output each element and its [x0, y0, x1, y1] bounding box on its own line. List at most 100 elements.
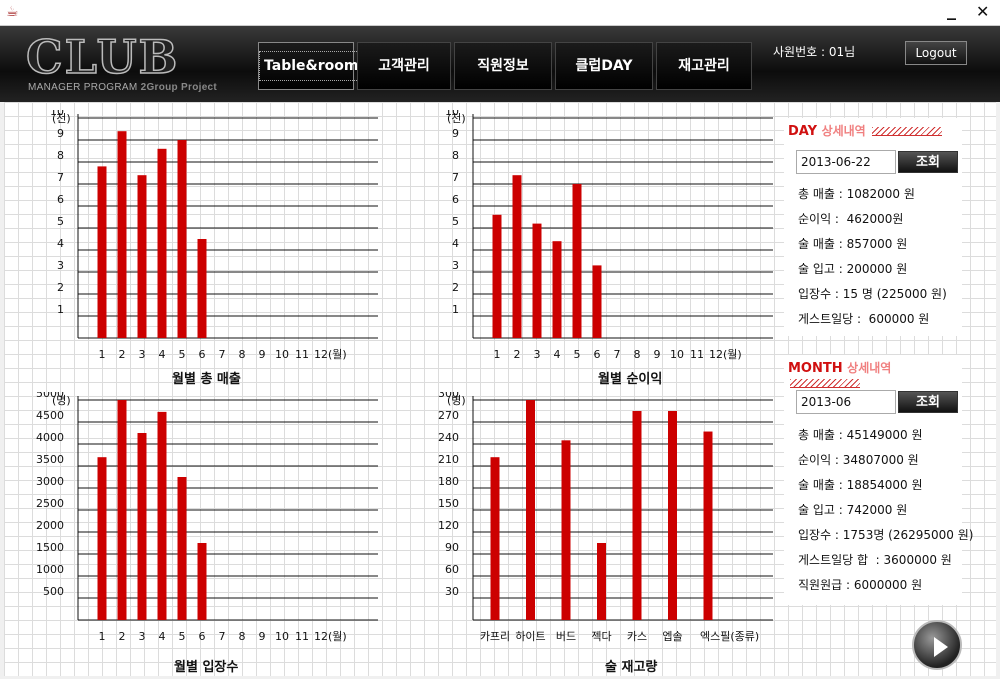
y-tick-label: 2500 — [36, 497, 64, 510]
tab-inventory[interactable]: 재고관리 — [656, 42, 752, 90]
y-tick-label: 3 — [57, 259, 64, 272]
y-tick-label: 180 — [438, 475, 459, 488]
y-tick-label: 10 — [50, 110, 64, 118]
month-date-input[interactable]: 2013-06 — [796, 390, 896, 414]
y-tick-label: 1500 — [36, 541, 64, 554]
bar — [597, 543, 606, 620]
bar — [197, 239, 207, 338]
bar — [492, 214, 502, 338]
y-tick-label: 4500 — [36, 409, 64, 422]
day-heading-sub: 상세내역 — [821, 124, 866, 138]
y-tick-label: 8 — [452, 149, 459, 162]
y-tick-label: 10 — [445, 110, 459, 118]
heading-hatch-decoration — [790, 379, 860, 388]
title-bar: ☕ _ ✕ — [0, 0, 1000, 26]
liquor-stock-chart-svg: (병) 30 60 90 120 150 180 210 240 270 300 카프리 하이트 버드 젝다… — [438, 392, 773, 643]
x-tick-label: 6 — [199, 630, 206, 643]
y-unit-label: (병) — [447, 394, 466, 407]
monthly-profit-title: 월별 순이익 — [598, 372, 663, 387]
x-tick-label: 6 — [199, 348, 206, 361]
y-tick-label: 7 — [57, 171, 64, 184]
month-heading-label: MONTH — [788, 361, 843, 376]
day-detail-panel: DAY 상세내역 2013-06-22 조회 총 매출 : 1082000 원 … — [784, 118, 962, 336]
minimize-button[interactable]: _ — [947, 0, 956, 21]
x-tick-label: 2 — [119, 630, 126, 643]
logout-button[interactable]: Logout — [905, 41, 967, 65]
x-tick-label: 카스 — [627, 630, 647, 643]
day-stat-liquor-sales: 술 매출 : 857000 원 — [798, 237, 908, 251]
monthly-visitors-chart-svg: (명) 500 1000 1500 2000 2500 3000 3500 4000 4500 50… — [36, 392, 378, 643]
bar — [117, 400, 127, 620]
x-tick-label: 1 — [99, 630, 106, 643]
x-tick-label: 8 — [239, 348, 246, 361]
bar — [552, 241, 562, 338]
y-tick-label: 2000 — [36, 519, 64, 532]
day-search-button[interactable]: 조회 — [898, 151, 958, 173]
club-logo: CLUB — [25, 30, 180, 84]
x-tick-label: 10 — [275, 630, 289, 643]
x-tick-label: 3 — [534, 348, 541, 361]
logo-sub-project: 2Group Project — [140, 82, 218, 93]
bar — [177, 477, 187, 620]
next-play-button[interactable] — [912, 620, 962, 670]
x-tick-label: 12(월) — [709, 348, 742, 361]
day-date-input[interactable]: 2013-06-22 — [796, 150, 896, 174]
month-search-button[interactable]: 조회 — [898, 391, 958, 413]
y-tick-label: 240 — [438, 431, 459, 444]
y-tick-label: 4 — [452, 237, 459, 250]
monthly-sales-title: 월별 총 매출 — [172, 372, 241, 387]
day-panel-heading: DAY 상세내역 — [788, 122, 943, 139]
day-stat-total-sales: 총 매출 : 1082000 원 — [798, 187, 915, 201]
x-tick-label: 9 — [654, 348, 661, 361]
app-header: CLUB MANAGER PROGRAM 2Group Project Tabl… — [0, 26, 1000, 102]
y-tick-label: 30 — [445, 585, 459, 598]
day-stat-guest-pay: 게스트일당 : 600000 원 — [798, 312, 930, 326]
x-tick-label: 9 — [259, 348, 266, 361]
tab-customer-management[interactable]: 고객관리 — [357, 42, 451, 90]
y-tick-label: 270 — [438, 409, 459, 422]
x-tick-label: 카프리 — [480, 630, 510, 643]
y-tick-label: 9 — [57, 127, 64, 140]
bar — [157, 148, 167, 338]
x-tick-label: 12(월) — [314, 348, 347, 361]
bar — [490, 457, 500, 620]
month-stat-admissions: 입장수 : 1753명 (26295000 원) — [798, 528, 974, 542]
month-stat-total-sales: 총 매출 : 45149000 원 — [798, 428, 923, 442]
y-unit-label: (천) — [52, 111, 71, 125]
x-tick-label: 하이트 — [515, 629, 545, 643]
monthly-visitors-title: 월별 입장수 — [174, 660, 239, 675]
tab-club-day[interactable]: 클럽DAY — [555, 42, 653, 90]
y-tick-label: 90 — [445, 541, 459, 554]
y-tick-label: 3 — [452, 259, 459, 272]
tab-label: Table&room — [259, 51, 364, 81]
bar — [668, 411, 677, 620]
y-tick-label: 6 — [452, 193, 459, 206]
y-tick-label: 300 — [438, 392, 459, 400]
play-icon — [934, 637, 948, 657]
java-cup-icon: ☕ — [6, 4, 19, 20]
bar — [177, 140, 187, 338]
close-button[interactable]: ✕ — [976, 2, 990, 21]
tab-employee-info[interactable]: 직원정보 — [454, 42, 552, 90]
tab-table-room[interactable]: Table&room — [258, 42, 364, 90]
bar — [137, 175, 147, 338]
tab-label: 고객관리 — [378, 58, 430, 74]
y-tick-label: 9 — [452, 127, 459, 140]
bar — [561, 440, 571, 620]
x-tick-label: 10 — [670, 348, 684, 361]
x-tick-label: 7 — [219, 348, 226, 361]
y-tick-label: 5 — [452, 215, 459, 228]
logo-subtitle: MANAGER PROGRAM 2Group Project — [28, 82, 217, 93]
x-tick-label: 4 — [159, 348, 166, 361]
y-tick-label: 1 — [452, 303, 459, 316]
bar — [137, 433, 147, 620]
bar — [592, 265, 602, 338]
x-tick-label: 엑스필(종류) — [700, 630, 759, 643]
x-tick-label: 8 — [239, 630, 246, 643]
x-tick-label: 8 — [634, 348, 641, 361]
bar — [526, 400, 535, 620]
day-heading-label: DAY — [788, 124, 818, 139]
x-tick-label: 젝다 — [591, 630, 611, 643]
